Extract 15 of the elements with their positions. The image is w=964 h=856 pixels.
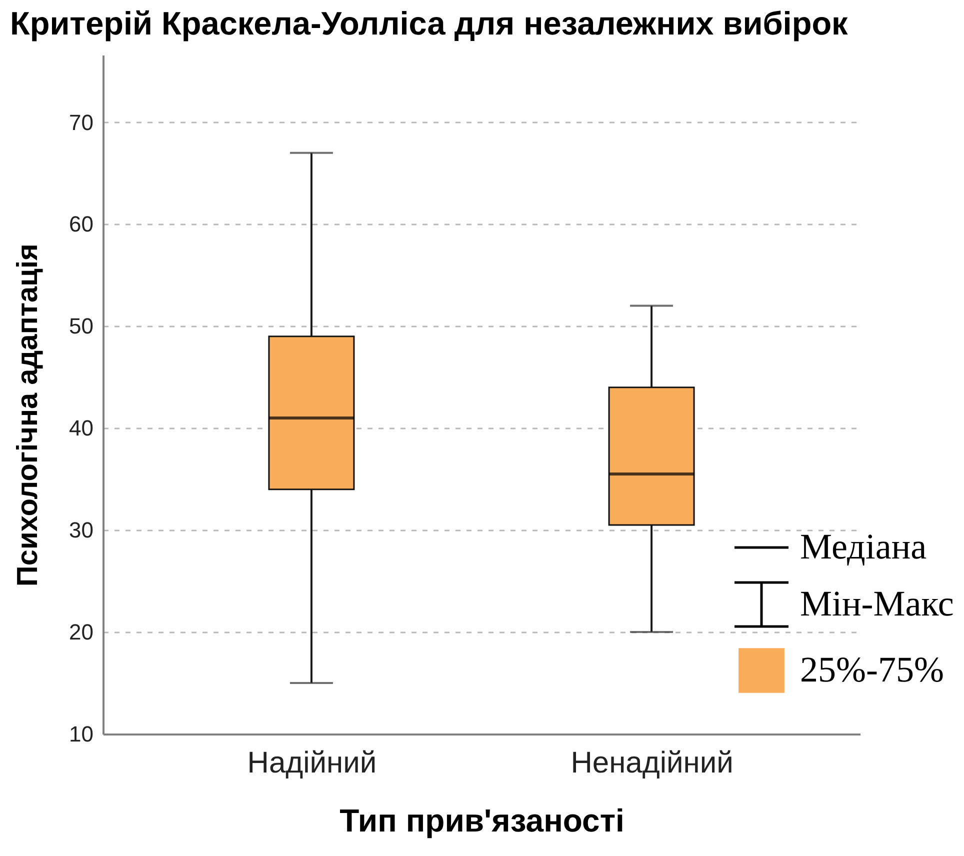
x-tick-label: Ненадійний [570, 746, 734, 780]
legend-label: 25%-75% [800, 650, 944, 690]
chart-title: Критерій Краскела-Уолліса для незалежних вибірок [10, 6, 849, 42]
y-axis-title: Психологічна адаптація [12, 244, 44, 586]
y-tick-label: 60 [69, 212, 94, 237]
x-axis-title: Тип прив'язаності [340, 802, 624, 838]
y-tick-label: 70 [69, 110, 94, 135]
y-tick-label: 20 [69, 620, 94, 645]
y-tick-label: 30 [69, 518, 94, 543]
annotation: Мін-Макс [800, 584, 954, 624]
y-tick-label: 10 [69, 722, 94, 746]
y-tick-label: 40 [69, 416, 94, 441]
y-tick-label: 50 [69, 314, 94, 339]
annotation: Медіана [800, 526, 927, 566]
x-tick-label: Надійний [247, 746, 377, 780]
